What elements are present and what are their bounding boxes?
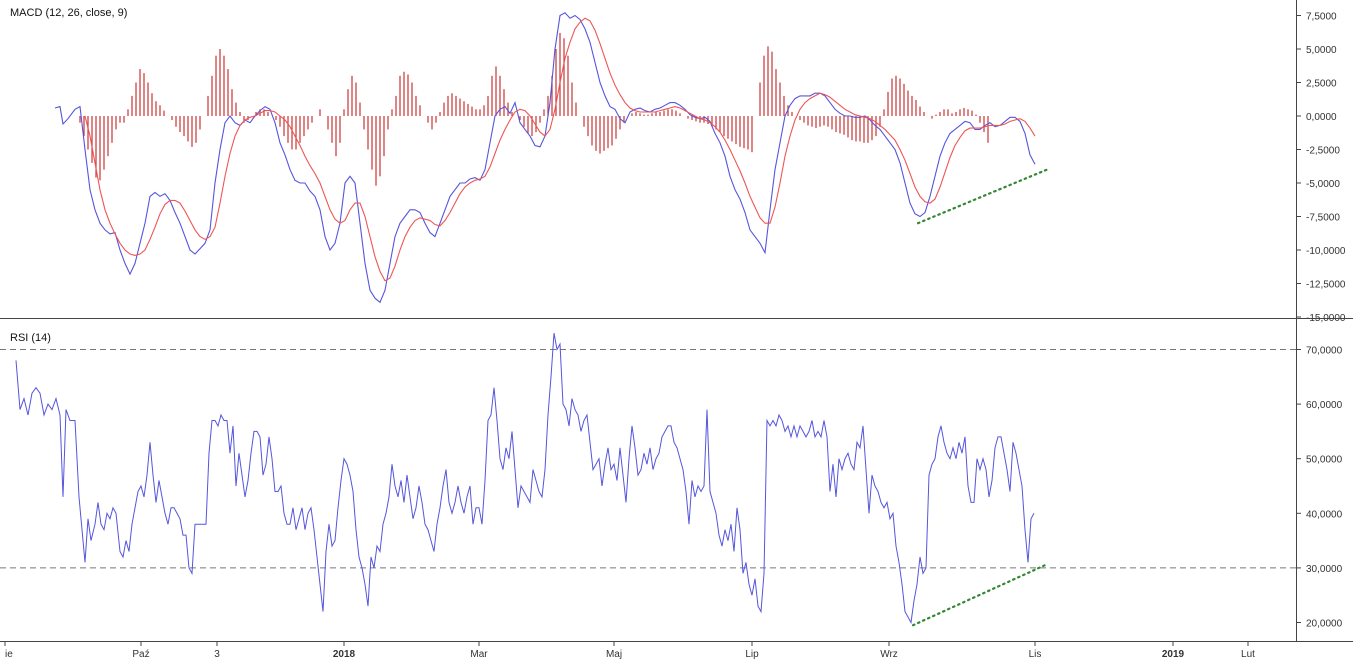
rsi-lines: [15, 333, 1035, 625]
x-tick-label: Mar: [470, 649, 488, 660]
y-tick-label: -7,5000: [1306, 213, 1340, 224]
y-tick-label: 30,0000: [1306, 564, 1343, 575]
y-tick-label: 7,5000: [1306, 12, 1337, 23]
x-tick-label: ie: [5, 649, 13, 660]
signal-line[interactable]: [84, 17, 1036, 282]
x-tick-label: Lut: [1241, 649, 1255, 660]
y-tick-label: 20,0000: [1306, 619, 1343, 630]
y-tick-label: -2,5000: [1306, 146, 1340, 157]
y-tick-label: -12,5000: [1306, 280, 1346, 291]
rsi-trendline: [911, 564, 1047, 627]
x-tick-label: 2019: [1162, 649, 1185, 660]
x-tick-label: Wrz: [880, 649, 898, 660]
macd-trendline: [916, 168, 1049, 225]
x-axis: ie Paź 3 2018 Mar Maj Lip Wrz Lis 2019 Lut: [4, 641, 1255, 660]
rsi-divergence-trendline[interactable]: [911, 564, 1047, 627]
y-tick-label: -10,0000: [1306, 246, 1346, 257]
rsi-panel: RSI (14) 70,0000 60,0000 50,0000 40,0000 30,…: [0, 332, 1343, 630]
x-tick-label: Lip: [745, 649, 759, 660]
x-tick-label: Paź: [132, 649, 149, 660]
y-tick-label: -5,0000: [1306, 179, 1340, 190]
rsi-line[interactable]: [15, 333, 1035, 625]
x-tick-label: Lis: [1029, 649, 1042, 660]
x-tick-label: Maj: [606, 649, 622, 660]
rsi-y-axis: 70,0000 60,0000 50,0000 40,0000 30,0000 20,00…: [1296, 346, 1343, 630]
macd-title: MACD (12, 26, close, 9): [10, 7, 127, 19]
rsi-reference-lines: [0, 349, 1296, 569]
macd-divergence-trendline[interactable]: [916, 168, 1049, 225]
y-tick-label: 2,5000: [1306, 79, 1337, 90]
y-tick-label: 0,0000: [1306, 112, 1337, 123]
y-tick-label: 70,0000: [1306, 346, 1343, 357]
x-tick-label: 3: [214, 649, 220, 660]
y-tick-label: 5,0000: [1306, 45, 1337, 56]
y-tick-label: 40,0000: [1306, 509, 1343, 520]
macd-histogram: [79, 32, 989, 186]
y-tick-label: 50,0000: [1306, 455, 1343, 466]
x-tick-label: 2018: [333, 649, 356, 660]
macd-lines: [54, 12, 1036, 304]
y-tick-label: 60,0000: [1306, 400, 1343, 411]
macd-panel: MACD (12, 26, close, 9) 7,5000 5,0000 2,50…: [10, 7, 1346, 324]
rsi-title: RSI (14): [10, 332, 51, 344]
